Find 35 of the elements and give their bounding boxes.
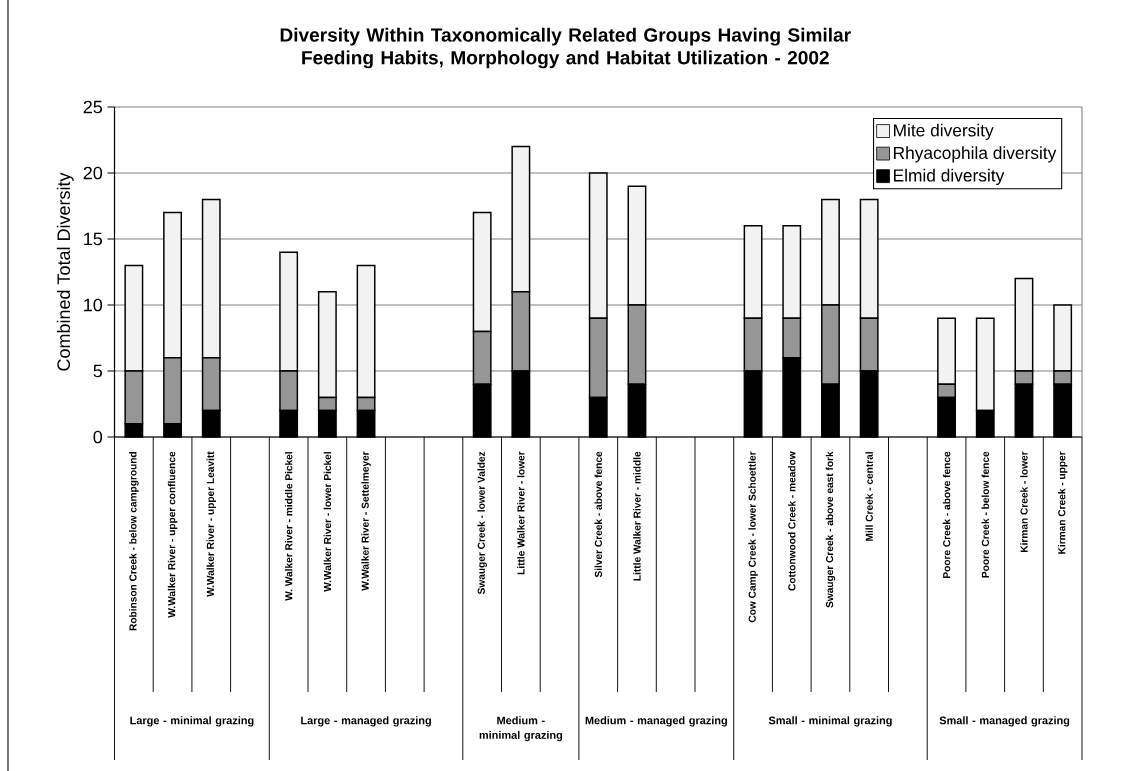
x-tick-label: Robinson Creek - below campground [129,452,139,631]
legend-label: Mite diversity [894,123,994,140]
y-tick-label: 15 [84,232,103,246]
x-tick-label: Kirman Creek - upper [1057,451,1068,554]
y-tick-label: 0 [93,430,103,444]
x-tick-label: W.Walker River - lower Pickel [323,452,332,592]
x-tick-label: Mill Creek - central [865,452,873,541]
x-tick-label: W.Walker River - upper confluence [167,451,178,618]
x-tick-label: Little Walker River - lower [517,451,525,575]
x-tick-label: Silver Creek - above fence [594,451,602,578]
x-tick-label: Cottonwood Creek - meadow [788,451,796,591]
x-tick-label: W. Walker River - middle Pickel [284,452,293,601]
text: Medium - minimal grazing [479,716,563,742]
x-tick-label: Swauger Creek - above east fork [825,451,836,608]
chart-title: Diversity Within Taxonomically Related Groups Having Similar Feeding Habits, Morphology and Habitat Utilization - 2002 [280,27,851,69]
text: Medium - managed grazing [585,716,727,727]
x-tick-label: Little Walker River - middle [633,451,641,581]
text: Large - managed grazing [301,716,431,727]
legend-label: Elmid diversity [894,168,1005,186]
x-tick-label: Poore Creek - below fence [981,451,989,578]
legend-label: Rhyacophila diversity [894,146,1057,163]
x-tick-label: Kirman Creek - lower [1020,451,1028,553]
x-tick-label: Poore Creek - above fence [942,451,951,578]
y-tick-label: 10 [84,298,103,312]
x-tick-label: W.Walker River - Settelmeyer [361,451,371,591]
y-tick-label: 20 [83,166,103,180]
text: Small - managed grazing [939,716,1070,727]
y-tick-label: 25 [83,100,103,114]
text: Large - minimal grazing [130,716,254,727]
y-axis-title: Combined Total Diversity [56,172,74,371]
x-tick-label: Cow Camp Creek - lower Schoettler [748,451,758,623]
y-tick-label: 5 [93,364,103,378]
text: Small - minimal grazing [768,716,892,727]
x-tick-label: Swauger Creek - lower Valdez [477,451,487,595]
x-tick-label: W.Walker River - upper Leavitt [206,451,216,597]
